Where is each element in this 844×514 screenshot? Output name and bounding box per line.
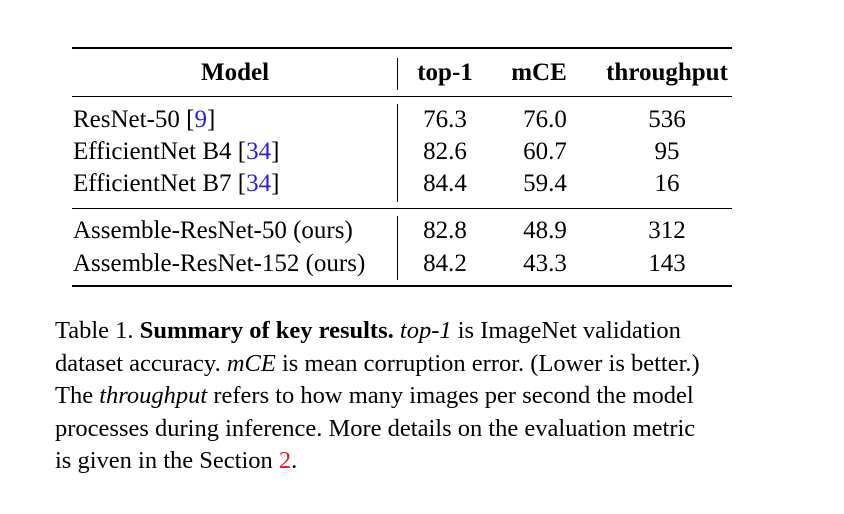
table-group-rule [72, 208, 732, 209]
mce-value: 60.7 [523, 138, 567, 165]
throughput-value: 536 [648, 106, 686, 133]
throughput-value: 312 [648, 217, 686, 244]
caption-term: throughput [99, 382, 208, 409]
caption-title: Summary of key results. [139, 317, 394, 344]
caption-text: dataset accuracy. [55, 349, 221, 377]
mce-value: 59.4 [523, 170, 567, 197]
top1-value: 84.2 [423, 250, 467, 277]
throughput-value: 95 [654, 138, 680, 165]
top1-value: 84.4 [423, 170, 467, 197]
citation-link[interactable]: 9 [194, 106, 208, 133]
column-divider [397, 104, 398, 202]
table-row-model: Assemble-ResNet-50 (ours) [73, 217, 353, 244]
table-row-model: EfficientNet B4 [34] [73, 137, 279, 167]
table-header-rule [72, 96, 732, 97]
citation-bracket: ] [271, 170, 280, 197]
column-divider [397, 216, 398, 280]
citation-link[interactable]: 34 [246, 170, 272, 197]
throughput-value: 143 [648, 250, 686, 277]
caption-line: is given in the Section 2. [55, 445, 755, 478]
table-row-model: Assemble-ResNet-152 (ours) [73, 250, 366, 277]
caption-text: is mean corruption error. (Lower is bett… [281, 349, 700, 377]
table-row-model: EfficientNet B7 [34] [73, 169, 279, 199]
caption-line: dataset accuracy. mCE is mean corruption… [55, 348, 755, 381]
caption-text: is ImageNet validation [457, 317, 681, 344]
citation-bracket: ] [271, 138, 280, 165]
mce-value: 48.9 [523, 217, 567, 244]
caption-text: processes during inference. More details… [55, 414, 696, 442]
caption-text: The [55, 382, 94, 409]
model-name: ResNet-50 [ [73, 106, 195, 133]
header-top1: top-1 [417, 59, 473, 86]
table-caption: Table 1. Summary of key results. top-1 i… [55, 315, 755, 478]
caption-text: refers to how many images per second the… [213, 382, 694, 409]
caption-term: mCE [226, 349, 276, 377]
section-ref-link[interactable]: 2 [278, 447, 292, 474]
mce-value: 76.0 [523, 106, 567, 133]
mce-value: 43.3 [523, 250, 567, 277]
model-name: EfficientNet B7 [ [73, 170, 247, 197]
citation-link[interactable]: 34 [246, 138, 272, 165]
top1-value: 76.3 [423, 106, 467, 133]
caption-line: Table 1. Summary of key results. top-1 i… [55, 315, 755, 348]
header-throughput: throughput [606, 59, 728, 86]
top1-value: 82.6 [423, 138, 467, 165]
header-mce: mCE [511, 59, 567, 86]
caption-term: top-1 [399, 317, 452, 344]
caption-line: The throughput refers to how many images… [55, 380, 755, 413]
citation-bracket: ] [207, 106, 216, 133]
model-name: EfficientNet B4 [ [73, 138, 247, 165]
caption-text: is given in the Section [55, 447, 273, 474]
table-bottom-rule [72, 285, 732, 287]
caption-text: . [291, 447, 298, 474]
caption-label: Table 1. [55, 317, 134, 344]
throughput-value: 16 [654, 170, 680, 197]
column-divider [397, 58, 398, 90]
table-top-rule [72, 47, 732, 49]
caption-line: processes during inference. More details… [55, 413, 755, 446]
header-model: Model [200, 59, 270, 86]
top1-value: 82.8 [423, 217, 467, 244]
table-row-model: ResNet-50 [9] [73, 105, 215, 135]
